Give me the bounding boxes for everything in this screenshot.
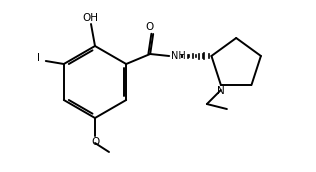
Text: O: O: [91, 137, 99, 147]
Text: N: N: [217, 86, 225, 96]
Text: OH: OH: [82, 13, 98, 23]
Text: O: O: [145, 22, 154, 32]
Text: NH: NH: [171, 51, 186, 61]
Text: I: I: [37, 53, 40, 63]
